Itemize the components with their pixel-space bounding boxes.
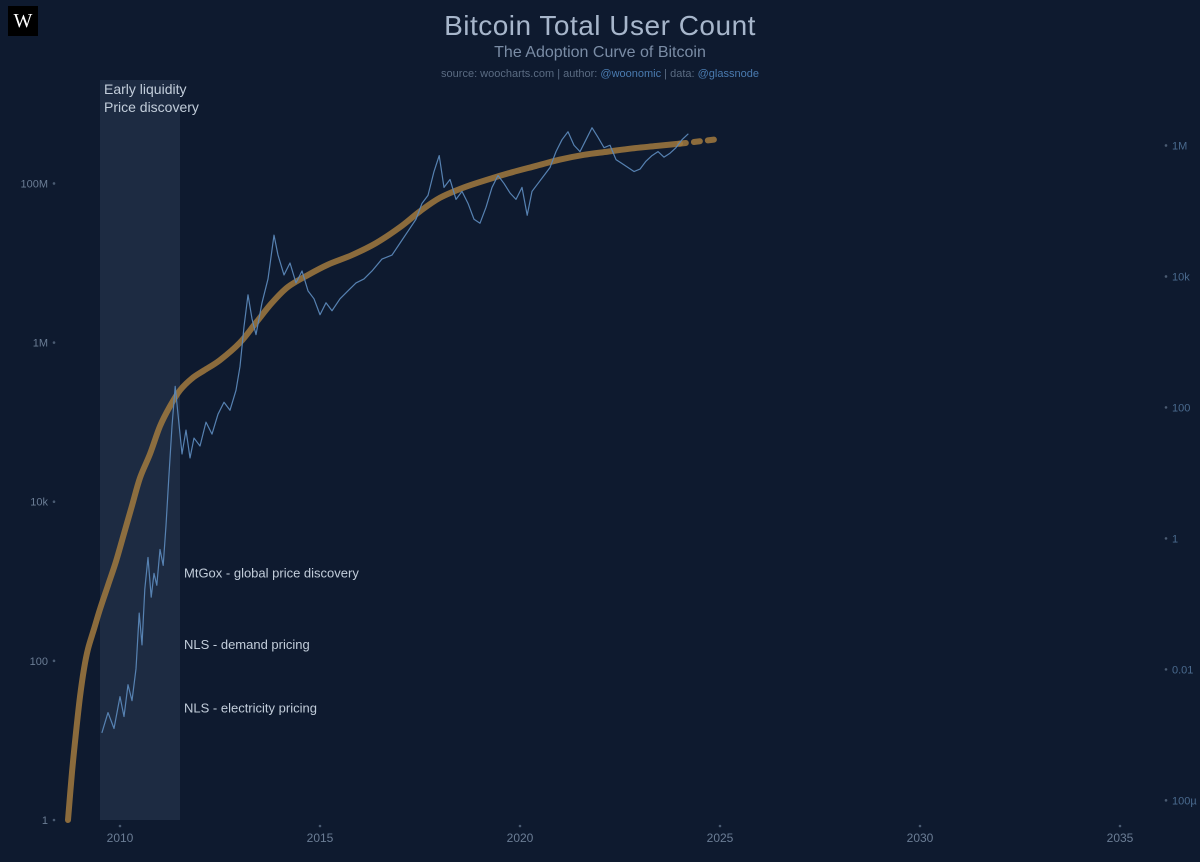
svg-text:1: 1 bbox=[1172, 533, 1178, 545]
svg-text:0.01: 0.01 bbox=[1172, 664, 1193, 676]
svg-text:100M: 100M bbox=[20, 178, 48, 190]
y-left-tick: 100M bbox=[20, 178, 55, 190]
svg-text:2010: 2010 bbox=[107, 831, 134, 845]
annotation-label: MtGox - global price discovery bbox=[184, 565, 359, 580]
svg-text:2020: 2020 bbox=[507, 831, 534, 845]
y-right-tick: 1M bbox=[1165, 140, 1188, 152]
chart-root: W Bitcoin Total User Count The Adoption … bbox=[0, 0, 1200, 862]
x-tick: 2010 bbox=[107, 825, 134, 845]
svg-text:2025: 2025 bbox=[707, 831, 734, 845]
y-right-tick: 1 bbox=[1165, 533, 1178, 545]
y-right-tick: 100 bbox=[1165, 402, 1191, 414]
band-label: Early liquidity bbox=[104, 81, 186, 97]
svg-text:1M: 1M bbox=[1172, 140, 1187, 152]
annotation-label: NLS - demand pricing bbox=[184, 637, 310, 652]
y-right-tick: 0.01 bbox=[1165, 664, 1194, 676]
svg-text:10k: 10k bbox=[30, 497, 48, 509]
y-left-tick: 100 bbox=[30, 656, 56, 668]
y-right-tick: 10k bbox=[1165, 271, 1191, 283]
svg-text:100µ: 100µ bbox=[1172, 795, 1197, 807]
y-left-tick: 1 bbox=[42, 815, 55, 827]
x-tick: 2030 bbox=[907, 825, 934, 845]
chart-svg: Early liquidity Price discovery 2010 2015 20… bbox=[0, 0, 1200, 862]
svg-text:100: 100 bbox=[30, 656, 48, 668]
early-liquidity-band bbox=[100, 80, 180, 820]
users-line-projection bbox=[680, 139, 720, 144]
svg-text:2030: 2030 bbox=[907, 831, 934, 845]
y-left-tick: 10k bbox=[30, 497, 55, 509]
svg-text:1M: 1M bbox=[33, 338, 48, 350]
annotation-label: NLS - electricity pricing bbox=[184, 701, 317, 716]
svg-text:1: 1 bbox=[42, 815, 48, 827]
svg-text:2035: 2035 bbox=[1107, 831, 1134, 845]
y-right-tick: 100µ bbox=[1165, 795, 1198, 807]
svg-text:10k: 10k bbox=[1172, 271, 1190, 283]
svg-text:100: 100 bbox=[1172, 402, 1190, 414]
x-tick: 2020 bbox=[507, 825, 534, 845]
band-label: Price discovery bbox=[104, 99, 199, 115]
svg-text:2015: 2015 bbox=[307, 831, 334, 845]
x-tick: 2025 bbox=[707, 825, 734, 845]
y-left-tick: 1M bbox=[33, 338, 56, 350]
x-tick: 2015 bbox=[307, 825, 334, 845]
x-tick: 2035 bbox=[1107, 825, 1134, 845]
